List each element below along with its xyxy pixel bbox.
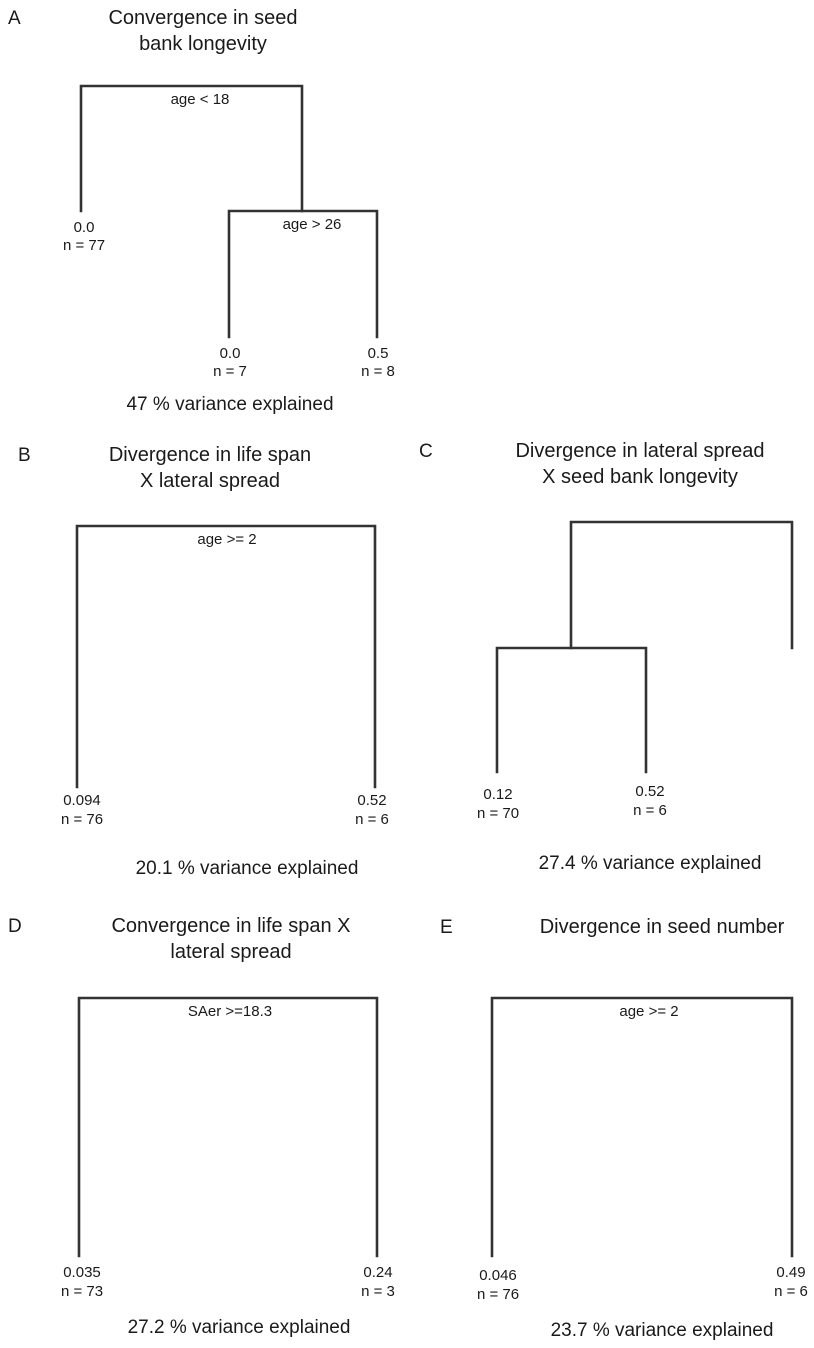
panel-b-leaf-1-n: n = 76 [61,811,103,828]
panel-e: E Divergence in seed number age >= 2 0.0… [440,916,808,1341]
panel-a: A Convergence in seed bank longevity age… [8,7,395,415]
panel-d-leaf-1-n: n = 73 [61,1283,103,1300]
panel-a-split-1-label: age < 18 [171,91,230,108]
panel-a-leaf-2-value: 0.0 [220,345,241,362]
panel-b-leaf-2-value: 0.52 [357,792,386,809]
panel-b-title-line-2: X lateral spread [140,470,280,492]
panel-e-split-1-label: age >= 2 [619,1003,678,1020]
panel-c-leaf-1-n: n = 70 [477,805,519,822]
panel-a-split-2-label: age > 26 [283,216,342,233]
panel-e-leaf-1-value: 0.046 [479,1267,517,1284]
panel-a-title-line-2: bank longevity [139,33,267,55]
panel-a-variance-explained: 47 % variance explained [126,394,333,415]
panel-e-leaf-1-n: n = 76 [477,1286,519,1303]
panel-c-second-split-edge [495,646,648,774]
panel-a-leaf-2-n: n = 7 [213,363,247,380]
panel-b-split-1-label: age >= 2 [197,531,256,548]
panel-d-root-split-edge [77,996,379,1258]
panel-c-variance-explained: 27.4 % variance explained [539,853,762,874]
panel-c-title-line-1: Divergence in lateral spread [515,440,764,462]
panel-b-title-line-1: Divergence in life span [109,444,311,466]
panel-e-root-split-edge [490,996,794,1258]
panel-b: B Divergence in life span X lateral spre… [18,444,389,879]
panel-d-title-line-1: Convergence in life span X [111,915,350,937]
panel-b-letter: B [18,445,31,466]
panel-d-letter: D [8,916,22,937]
panel-a-title-line-1: Convergence in seed [108,7,297,29]
panel-c-leaf-2-n: n = 6 [633,802,667,819]
panel-b-variance-explained: 20.1 % variance explained [136,858,359,879]
panel-e-leaf-2-n: n = 6 [774,1283,808,1300]
panel-a-leaf-1-n: n = 77 [63,237,105,254]
panel-d-title-line-2: lateral spread [170,941,291,963]
panel-a-second-split-edge [227,209,379,339]
panel-b-leaf-1-value: 0.094 [63,792,101,809]
panel-d-leaf-2-n: n = 3 [361,1283,395,1300]
panel-b-leaf-2-n: n = 6 [355,811,389,828]
panel-e-title-line-1: Divergence in seed number [540,916,785,938]
panel-c-letter: C [419,441,433,462]
panel-d-split-1-label: SAer >=18.3 [188,1003,272,1020]
panel-d-leaf-1-value: 0.035 [63,1264,101,1281]
panel-a-root-split-edge [79,84,304,213]
panel-e-leaf-2-value: 0.49 [776,1264,805,1281]
panel-e-letter: E [440,917,453,938]
panel-a-leaf-3-n: n = 8 [361,363,395,380]
panel-c-root-split-edge [569,520,794,650]
panel-a-letter: A [8,8,21,29]
panel-c-title-line-2: X seed bank longevity [542,466,738,488]
panel-c-leaf-1-value: 0.12 [483,786,512,803]
panel-e-variance-explained: 23.7 % variance explained [551,1320,774,1341]
panel-d-leaf-2-value: 0.24 [363,1264,392,1281]
panel-a-leaf-1-value: 0.0 [74,219,95,236]
panel-d: D Convergence in life span X lateral spr… [8,915,395,1338]
panel-d-variance-explained: 27.2 % variance explained [128,1317,351,1338]
panel-a-leaf-3-value: 0.5 [368,345,389,362]
panel-c-leaf-2-value: 0.52 [635,783,664,800]
panel-b-root-split-edge [75,524,377,789]
panel-c: C Divergence in lateral spread X seed ba… [419,440,794,874]
